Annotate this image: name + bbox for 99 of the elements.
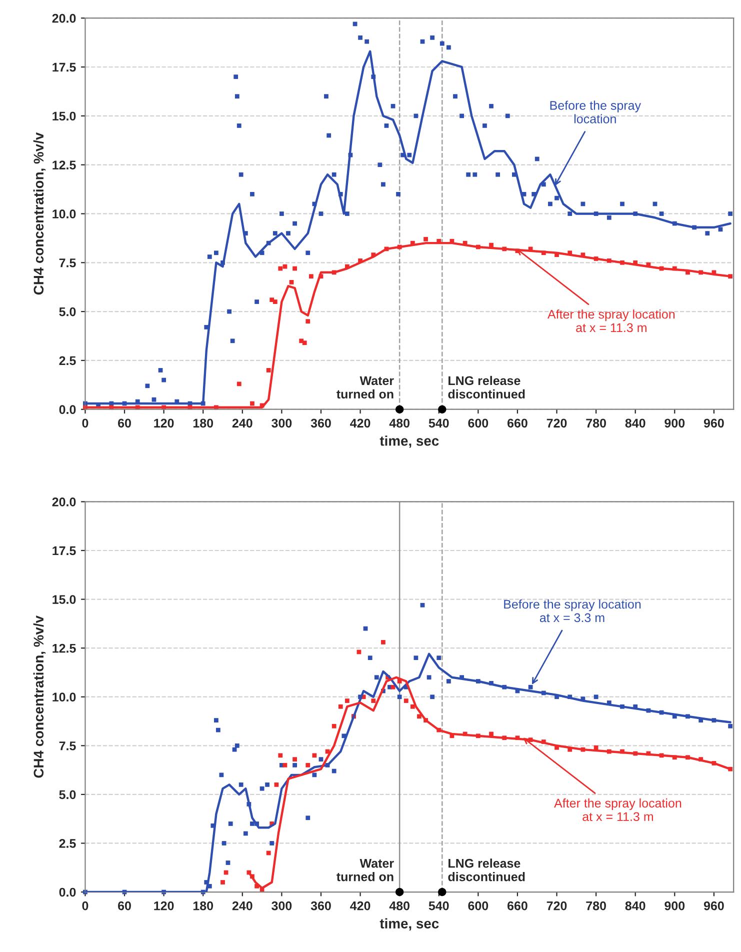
y-tick-label: 20.0 — [52, 14, 76, 23]
x-tick-label: 360 — [310, 901, 331, 910]
y-tick-label: 0.0 — [59, 888, 76, 897]
x-tick-label: 120 — [154, 418, 174, 428]
x-tick-label: 780 — [586, 901, 606, 910]
x-tick-label: 420 — [350, 418, 370, 428]
point — [594, 745, 598, 750]
y-tick-label: 2.5 — [59, 356, 76, 366]
y-tick-label: 5.0 — [59, 307, 76, 316]
y-axis-title: CH4 concentration, %v/v — [33, 132, 46, 295]
point — [489, 242, 494, 248]
x-tick-label: 960 — [704, 901, 724, 910]
y-tick-label: 10.0 — [52, 210, 76, 218]
y-tick-label: 15.0 — [52, 595, 76, 604]
x-tick-label: 0 — [82, 418, 88, 428]
x-tick-label: 840 — [625, 901, 646, 910]
x-tick-label: 180 — [193, 901, 214, 910]
x-tick-label: 720 — [546, 901, 567, 910]
x-tick-label: 180 — [193, 418, 214, 428]
ref-line-label: LNG release discontinued — [448, 376, 525, 399]
x-axis-title: time, sec — [380, 436, 439, 448]
y-tick-label: 0.0 — [59, 405, 76, 414]
x-tick-label: 660 — [507, 901, 528, 910]
point — [438, 405, 446, 414]
x-tick-label: 300 — [272, 418, 292, 428]
point — [410, 704, 415, 709]
point — [292, 757, 297, 762]
point — [390, 684, 396, 690]
ref-line-label: Water turned on — [336, 859, 394, 882]
y-tick-label: 15.0 — [52, 112, 76, 121]
point — [306, 319, 310, 324]
y-tick-label: 17.5 — [52, 62, 76, 72]
x-tick-label: 60 — [118, 418, 131, 428]
y-tick-label: 17.5 — [52, 546, 76, 556]
x-tick-label: 780 — [586, 418, 606, 428]
point — [282, 762, 288, 768]
x-tick-label: 660 — [507, 418, 528, 428]
point — [266, 850, 271, 856]
point — [381, 640, 386, 644]
point — [292, 266, 297, 271]
x-tick-label: 480 — [389, 418, 410, 428]
x-tick-label: 360 — [310, 418, 331, 428]
annotation: Before the spray location at x = 3.3 m — [504, 599, 641, 622]
x-tick-label: 600 — [468, 901, 488, 910]
y-tick-label: 10.0 — [52, 692, 76, 702]
x-tick-label: 540 — [428, 901, 449, 910]
point — [302, 340, 307, 346]
point — [424, 236, 428, 242]
x-tick-label: 720 — [546, 418, 567, 428]
x-tick-label: 540 — [428, 418, 449, 428]
point — [278, 266, 283, 271]
y-tick-label: 12.5 — [52, 644, 76, 653]
annotation: Before the spray location — [550, 100, 641, 124]
x-tick-label: 60 — [118, 901, 131, 910]
x-tick-label: 840 — [625, 418, 646, 428]
point — [236, 382, 242, 386]
y-axis-title: CH4 concentration, %v/v — [33, 615, 46, 778]
x-axis-title: time, sec — [380, 918, 439, 930]
y-tick-label: 12.5 — [52, 160, 76, 170]
x-tick-label: 480 — [389, 901, 410, 910]
point — [272, 300, 278, 304]
annotation: After the spray location at x = 11.3 m — [548, 309, 675, 332]
point — [344, 698, 350, 703]
ref-line-label: LNG release discontinued — [448, 858, 525, 882]
y-tick-label: 2.5 — [59, 839, 76, 848]
point — [371, 698, 376, 703]
x-tick-label: 900 — [664, 901, 685, 910]
point — [404, 698, 408, 703]
point — [332, 724, 336, 728]
point — [308, 274, 314, 279]
point — [289, 280, 294, 284]
x-tick-label: 120 — [154, 901, 174, 910]
point — [489, 732, 494, 736]
point — [278, 753, 283, 758]
point — [250, 401, 254, 406]
y-tick-label: 7.5 — [59, 258, 76, 268]
point — [266, 368, 271, 372]
point — [274, 782, 279, 787]
point — [395, 405, 404, 414]
x-tick-label: 0 — [82, 901, 88, 910]
annotation: After the spray location at x = 11.3 m — [554, 798, 682, 822]
y-tick-label: 7.5 — [59, 742, 76, 750]
point — [306, 762, 310, 768]
ref-line-label: Water turned on — [336, 376, 394, 399]
point — [338, 704, 343, 709]
point — [395, 888, 404, 896]
x-tick-label: 240 — [232, 901, 252, 910]
x-tick-label: 240 — [232, 418, 252, 428]
x-tick-label: 900 — [664, 418, 685, 428]
point — [438, 888, 446, 896]
y-tick-label: 20.0 — [52, 498, 76, 506]
x-tick-label: 600 — [468, 418, 488, 428]
x-tick-label: 300 — [272, 901, 292, 910]
x-tick-label: 420 — [350, 901, 370, 910]
y-tick-label: 5.0 — [59, 790, 76, 800]
x-tick-label: 960 — [704, 418, 724, 428]
point — [417, 714, 422, 719]
point — [312, 753, 317, 758]
point — [220, 880, 225, 884]
